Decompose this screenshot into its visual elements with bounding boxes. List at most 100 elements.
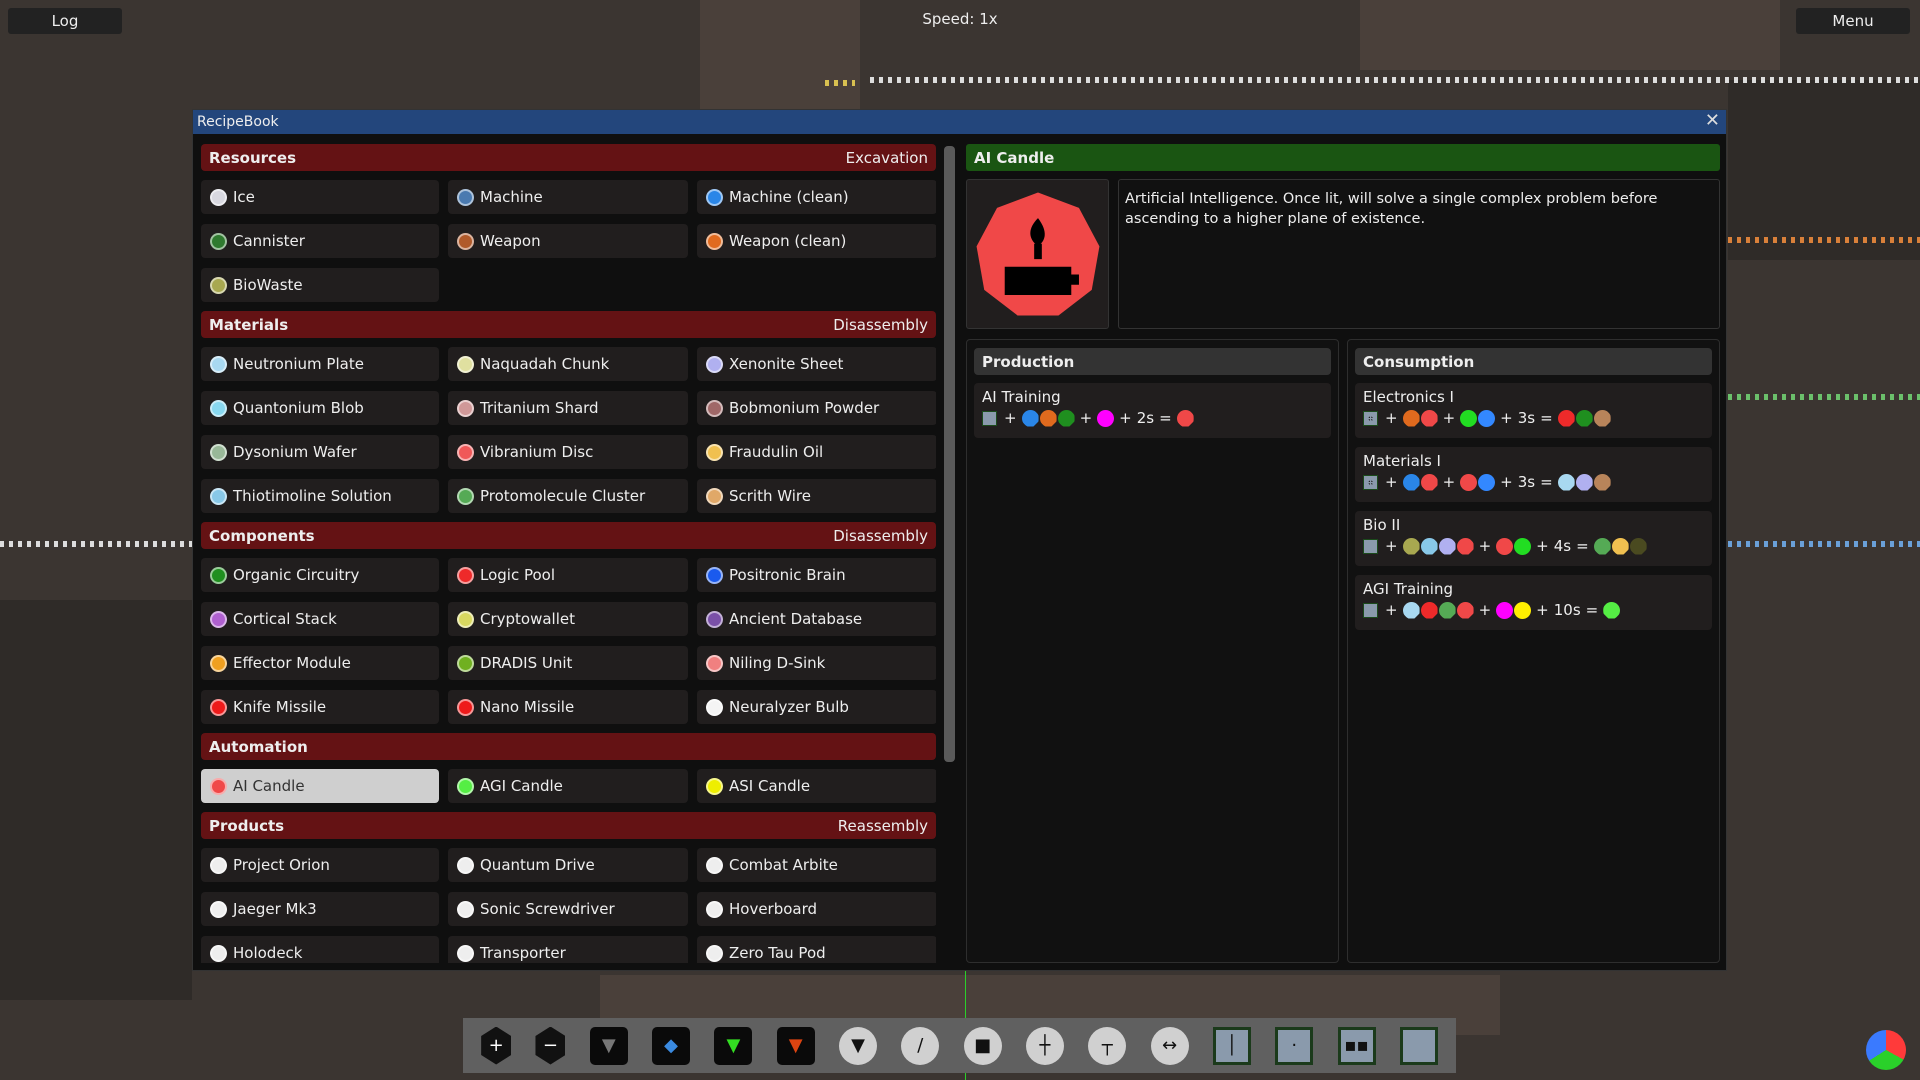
recipe-item[interactable]: Scrith Wire <box>697 479 936 513</box>
recipe-item[interactable]: Ice <box>201 180 439 214</box>
list-scrollbar[interactable] <box>944 146 955 762</box>
recipe-item[interactable]: Niling D-Sink <box>697 646 936 680</box>
quantonium-blob-icon <box>210 399 227 417</box>
recipe-item[interactable]: Weapon <box>448 224 688 258</box>
recipe-item[interactable]: Logic Pool <box>448 558 688 592</box>
junction-right-icon[interactable]: ┼ <box>1025 1026 1064 1065</box>
recipe-item[interactable]: Effector Module <box>201 646 439 680</box>
recipe-item[interactable]: Machine <box>448 180 688 214</box>
color-wheel-icon[interactable] <box>1866 1030 1906 1070</box>
recipe-item[interactable]: Fraudulin Oil <box>697 435 936 469</box>
terrain <box>700 0 860 110</box>
recipe-item[interactable]: Holodeck <box>201 936 439 963</box>
junction-down-icon[interactable]: ┬ <box>1088 1026 1127 1065</box>
recipe-item-label: Organic Circuitry <box>233 566 360 584</box>
recipe-item-label: Project Orion <box>233 856 330 874</box>
recipe-item[interactable]: Positronic Brain <box>697 558 936 592</box>
recipe-item[interactable]: Naquadah Chunk <box>448 347 688 381</box>
recipe-item-label: Xenonite Sheet <box>729 355 844 373</box>
recipe-item[interactable]: Project Orion <box>201 848 439 882</box>
section-header: Components Disassembly <box>201 522 936 549</box>
production-panel: Production AI Training + + +2s = <box>966 339 1339 963</box>
gray-arrow-down-icon[interactable]: ▼ <box>589 1026 628 1065</box>
recipe-item[interactable]: Quantonium Blob <box>201 391 439 425</box>
recipe-item[interactable]: Protomolecule Cluster <box>448 479 688 513</box>
recipe-item[interactable]: Vibranium Disc <box>448 435 688 469</box>
energy-icon <box>1478 473 1496 491</box>
menu-button[interactable]: Menu <box>1796 8 1910 34</box>
terrain <box>0 600 192 1000</box>
formula-operator: + <box>1478 601 1492 619</box>
holodeck-icon <box>210 944 227 962</box>
recipe-item[interactable]: Knife Missile <box>201 690 439 724</box>
recipe-item[interactable]: Jaeger Mk3 <box>201 892 439 926</box>
blank-panel-icon[interactable] <box>1399 1026 1438 1065</box>
recipe-item[interactable]: Neutronium Plate <box>201 347 439 381</box>
recipe-item[interactable]: Cannister <box>201 224 439 258</box>
recipe-item[interactable]: Bobmonium Powder <box>697 391 936 425</box>
recipe-item[interactable]: Machine (clean) <box>697 180 936 214</box>
recipe-item[interactable]: Combat Arbite <box>697 848 936 882</box>
recipe-item[interactable]: Xenonite Sheet <box>697 347 936 381</box>
recipe-item[interactable]: Cryptowallet <box>448 602 688 636</box>
section-title: Resources <box>209 148 297 167</box>
conveyor <box>1728 237 1920 243</box>
production-header: Production <box>974 348 1331 375</box>
add-hex-icon[interactable]: + <box>481 1026 512 1065</box>
formula-operator: + <box>1442 409 1456 427</box>
scrith-wire-icon <box>706 487 723 505</box>
formula-operator: + <box>1079 409 1093 427</box>
recipe-formula: + + +3s = <box>1363 409 1704 427</box>
recipe-item[interactable]: Neuralyzer Bulb <box>697 690 936 724</box>
recipe-item[interactable]: Organic Circuitry <box>201 558 439 592</box>
dot-panel-icon[interactable]: · <box>1275 1026 1314 1065</box>
log-button[interactable]: Log <box>8 8 122 34</box>
orange-arrow-down-icon[interactable]: ▼ <box>776 1026 815 1065</box>
input-item-icon <box>1021 409 1039 427</box>
section-title: Products <box>209 816 285 835</box>
formula-operator: + <box>1536 537 1549 555</box>
recipe-formula: + + +10s = <box>1363 601 1704 619</box>
recipe-item[interactable]: Zero Tau Pod <box>697 936 936 963</box>
pencil-icon[interactable]: / <box>901 1026 940 1065</box>
recipe-item[interactable]: Dysonium Wafer <box>201 435 439 469</box>
recipe-formula: + + +4s = <box>1363 537 1704 555</box>
speed-indicator: Speed: 1x <box>922 10 998 28</box>
recipe-list[interactable]: Resources Excavation Ice Machine Machine (cl… <box>201 144 936 963</box>
recipe-item[interactable]: DRADIS Unit <box>448 646 688 680</box>
green-arrow-down-icon[interactable]: ▼ <box>714 1026 753 1065</box>
blue-splitter-icon[interactable]: ◆ <box>652 1026 691 1065</box>
consumption-panel: Consumption Electronics I + + +3s = Materials… <box>1347 339 1720 963</box>
recipe-item-label: Vibranium Disc <box>480 443 594 461</box>
formula-operator: + <box>1536 601 1549 619</box>
recipe-item[interactable]: Hoverboard <box>697 892 936 926</box>
close-icon[interactable]: ✕ <box>1704 110 1720 131</box>
recipe-item[interactable]: Transporter <box>448 936 688 963</box>
recipe-item[interactable]: Cortical Stack <box>201 602 439 636</box>
recipe-item[interactable]: Ancient Database <box>697 602 936 636</box>
window-titlebar[interactable]: RecipeBook ✕ <box>193 110 1726 134</box>
recipe-item-label: AI Candle <box>233 777 305 795</box>
ancient-database-icon <box>706 610 723 628</box>
remove-hex-icon[interactable]: − <box>535 1026 566 1065</box>
recipe-item[interactable]: Nano Missile <box>448 690 688 724</box>
section-grid: Organic Circuitry Logic Pool Positronic Br… <box>201 558 936 724</box>
recipe-title: Electronics I <box>1363 388 1454 406</box>
energy-icon <box>1496 537 1514 555</box>
belt-down-icon[interactable]: ▼ <box>839 1026 878 1065</box>
recipe-item[interactable]: Quantum Drive <box>448 848 688 882</box>
recipe-item[interactable]: AI Candle <box>201 769 439 803</box>
stop-square-icon[interactable]: ■ <box>963 1026 1002 1065</box>
recipe-item[interactable]: BioWaste <box>201 268 439 302</box>
recipe-item[interactable]: ASI Candle <box>697 769 936 803</box>
recipe-item[interactable]: Tritanium Shard <box>448 391 688 425</box>
grid-panel-icon[interactable]: ▪▪ <box>1337 1026 1376 1065</box>
junction-both-icon[interactable]: ↔ <box>1150 1026 1189 1065</box>
split-panel-icon[interactable]: │ <box>1212 1026 1251 1065</box>
recipe-item[interactable]: Sonic Screwdriver <box>448 892 688 926</box>
recipe-item[interactable]: Weapon (clean) <box>697 224 936 258</box>
recipe-item[interactable]: AGI Candle <box>448 769 688 803</box>
recipe-item[interactable]: Thiotimoline Solution <box>201 479 439 513</box>
recipe-item-label: Thiotimoline Solution <box>233 487 392 505</box>
biowaste-icon <box>210 276 227 294</box>
